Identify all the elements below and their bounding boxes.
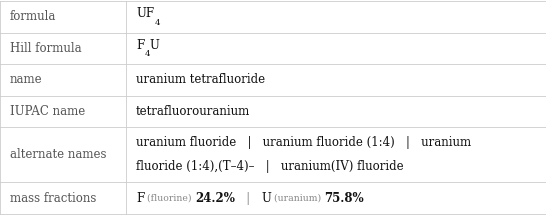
Text: name: name xyxy=(10,73,43,86)
Text: uranium tetrafluoride: uranium tetrafluoride xyxy=(136,73,265,86)
Text: UF: UF xyxy=(136,7,155,20)
Text: |: | xyxy=(235,192,261,205)
Text: alternate names: alternate names xyxy=(10,148,106,161)
Text: 4: 4 xyxy=(155,19,160,27)
Text: IUPAC name: IUPAC name xyxy=(10,105,85,118)
Text: 75.8%: 75.8% xyxy=(324,192,364,205)
Text: 4: 4 xyxy=(144,50,150,58)
Text: U: U xyxy=(150,39,160,52)
Text: mass fractions: mass fractions xyxy=(10,192,97,205)
Text: fluoride (1:4),(T–4)–   |   uranium(IV) fluoride: fluoride (1:4),(T–4)– | uranium(IV) fluo… xyxy=(136,160,403,174)
Text: (fluorine): (fluorine) xyxy=(144,194,195,203)
Text: F: F xyxy=(136,192,144,205)
Text: Hill formula: Hill formula xyxy=(10,42,81,55)
Text: formula: formula xyxy=(10,10,56,23)
Text: U: U xyxy=(261,192,271,205)
Text: (uranium): (uranium) xyxy=(271,194,324,203)
Text: uranium fluoride   |   uranium fluoride (1:4)   |   uranium: uranium fluoride | uranium fluoride (1:4… xyxy=(136,136,471,149)
Text: F: F xyxy=(136,39,144,52)
Text: tetrafluorouranium: tetrafluorouranium xyxy=(136,105,251,118)
Text: 24.2%: 24.2% xyxy=(195,192,235,205)
